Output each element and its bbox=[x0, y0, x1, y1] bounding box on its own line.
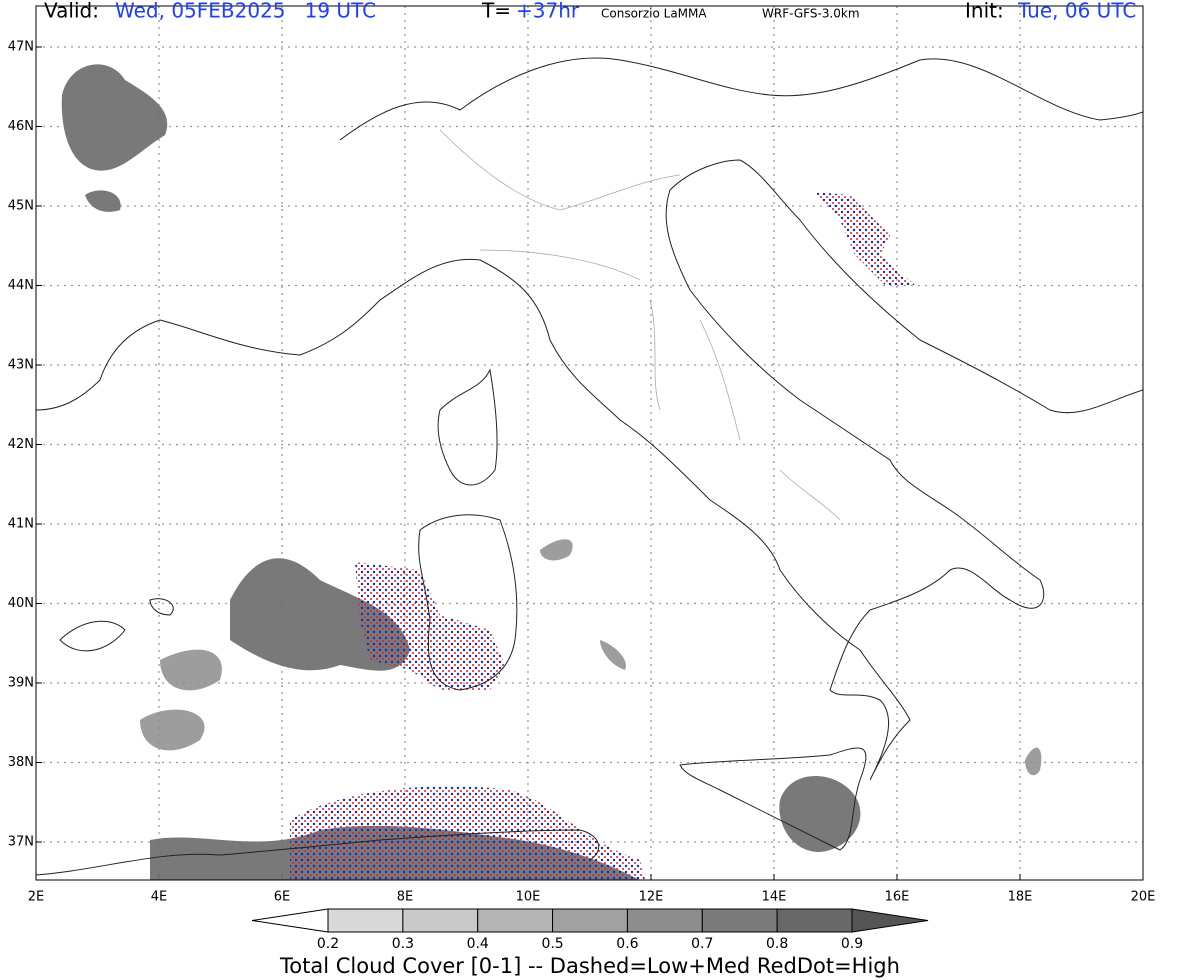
colorbar-arrow bbox=[251, 908, 329, 933]
graticule bbox=[35, 6, 1144, 880]
colorbar-box bbox=[776, 908, 853, 933]
colorbar-box bbox=[552, 908, 628, 933]
colorbar-label: 0.5 bbox=[541, 936, 563, 952]
colorbar-box bbox=[402, 908, 479, 933]
lon-label: 2E bbox=[28, 890, 45, 905]
cloud-area bbox=[61, 64, 168, 171]
colorbar-label: 0.8 bbox=[766, 936, 788, 952]
high-cloud bbox=[290, 786, 645, 880]
coastline bbox=[339, 57, 1143, 141]
coastline bbox=[36, 159, 1143, 781]
colorbar-label: 0.6 bbox=[616, 936, 638, 952]
lat-label: 44N bbox=[8, 278, 34, 293]
cloud-area bbox=[779, 776, 861, 852]
init-time: Tue, 06 UTC bbox=[1017, 0, 1136, 23]
coastline bbox=[418, 514, 518, 691]
lat-label: 41N bbox=[8, 517, 34, 532]
cloud-area bbox=[140, 649, 222, 751]
lon-label: 10E bbox=[516, 890, 541, 905]
init-label: Init: bbox=[965, 0, 1004, 23]
coastline bbox=[36, 829, 600, 876]
region-border bbox=[439, 129, 841, 521]
lat-label: 47N bbox=[8, 40, 34, 55]
lat-label: 46N bbox=[8, 119, 34, 134]
lon-label: 16E bbox=[885, 890, 910, 905]
colorbar-label: 0.3 bbox=[392, 936, 414, 952]
lon-label: 8E bbox=[397, 890, 414, 905]
high-cloud bbox=[355, 562, 505, 690]
map-layers bbox=[36, 57, 1143, 880]
cloud-area bbox=[85, 190, 121, 212]
lon-label: 18E bbox=[1008, 890, 1033, 905]
high-cloud bbox=[815, 192, 915, 285]
colorbar-box bbox=[477, 908, 554, 933]
colorbar-label: 0.7 bbox=[691, 936, 713, 952]
map-frame bbox=[35, 5, 1144, 881]
lon-label: 20E bbox=[1131, 890, 1156, 905]
lat-label: 45N bbox=[8, 199, 34, 214]
colorbar-label: 0.4 bbox=[467, 936, 489, 952]
colorbar-label: 0.2 bbox=[317, 936, 339, 952]
caption: Total Cloud Cover [0-1] -- Dashed=Low+Me… bbox=[279, 954, 900, 978]
valid-time: Wed, 05FEB2025 19 UTC bbox=[115, 0, 376, 23]
lead-label: T= bbox=[481, 0, 511, 23]
valid-label: Valid: bbox=[44, 0, 99, 23]
colorbar-label: 0.9 bbox=[841, 936, 863, 952]
coastline bbox=[679, 747, 867, 851]
coastline bbox=[59, 598, 174, 652]
lon-label: 12E bbox=[639, 890, 664, 905]
colorbar-arrow bbox=[851, 908, 929, 933]
coastline bbox=[437, 368, 498, 486]
lon-label: 4E bbox=[151, 890, 168, 905]
lat-label: 42N bbox=[8, 437, 34, 452]
lat-label: 37N bbox=[8, 835, 34, 850]
lat-label: 38N bbox=[8, 755, 34, 770]
colorbar: 0.2 0.3 0.4 0.5 0.6 0.7 0.8 0.9 bbox=[251, 908, 929, 952]
colorbar-box bbox=[327, 908, 404, 933]
model: WRF-GFS-3.0km bbox=[762, 7, 860, 21]
lead-time: +37hr bbox=[516, 0, 580, 23]
colorbar-box bbox=[701, 908, 778, 933]
lat-label: 40N bbox=[8, 596, 34, 611]
cloud-area bbox=[230, 558, 410, 671]
cloud-area bbox=[540, 539, 1042, 776]
lat-label: 39N bbox=[8, 676, 34, 691]
lon-label: 14E bbox=[762, 890, 787, 905]
institution: Consorzio LaMMA bbox=[601, 7, 707, 21]
colorbar-box bbox=[626, 908, 703, 933]
lon-label: 6E bbox=[274, 890, 291, 905]
lat-label: 43N bbox=[8, 358, 34, 373]
